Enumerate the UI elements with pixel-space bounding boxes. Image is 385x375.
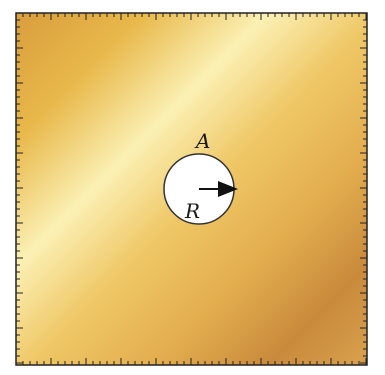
hole-label: A [194, 129, 210, 153]
radius-label: R [184, 199, 200, 223]
plate-frame [15, 12, 368, 366]
